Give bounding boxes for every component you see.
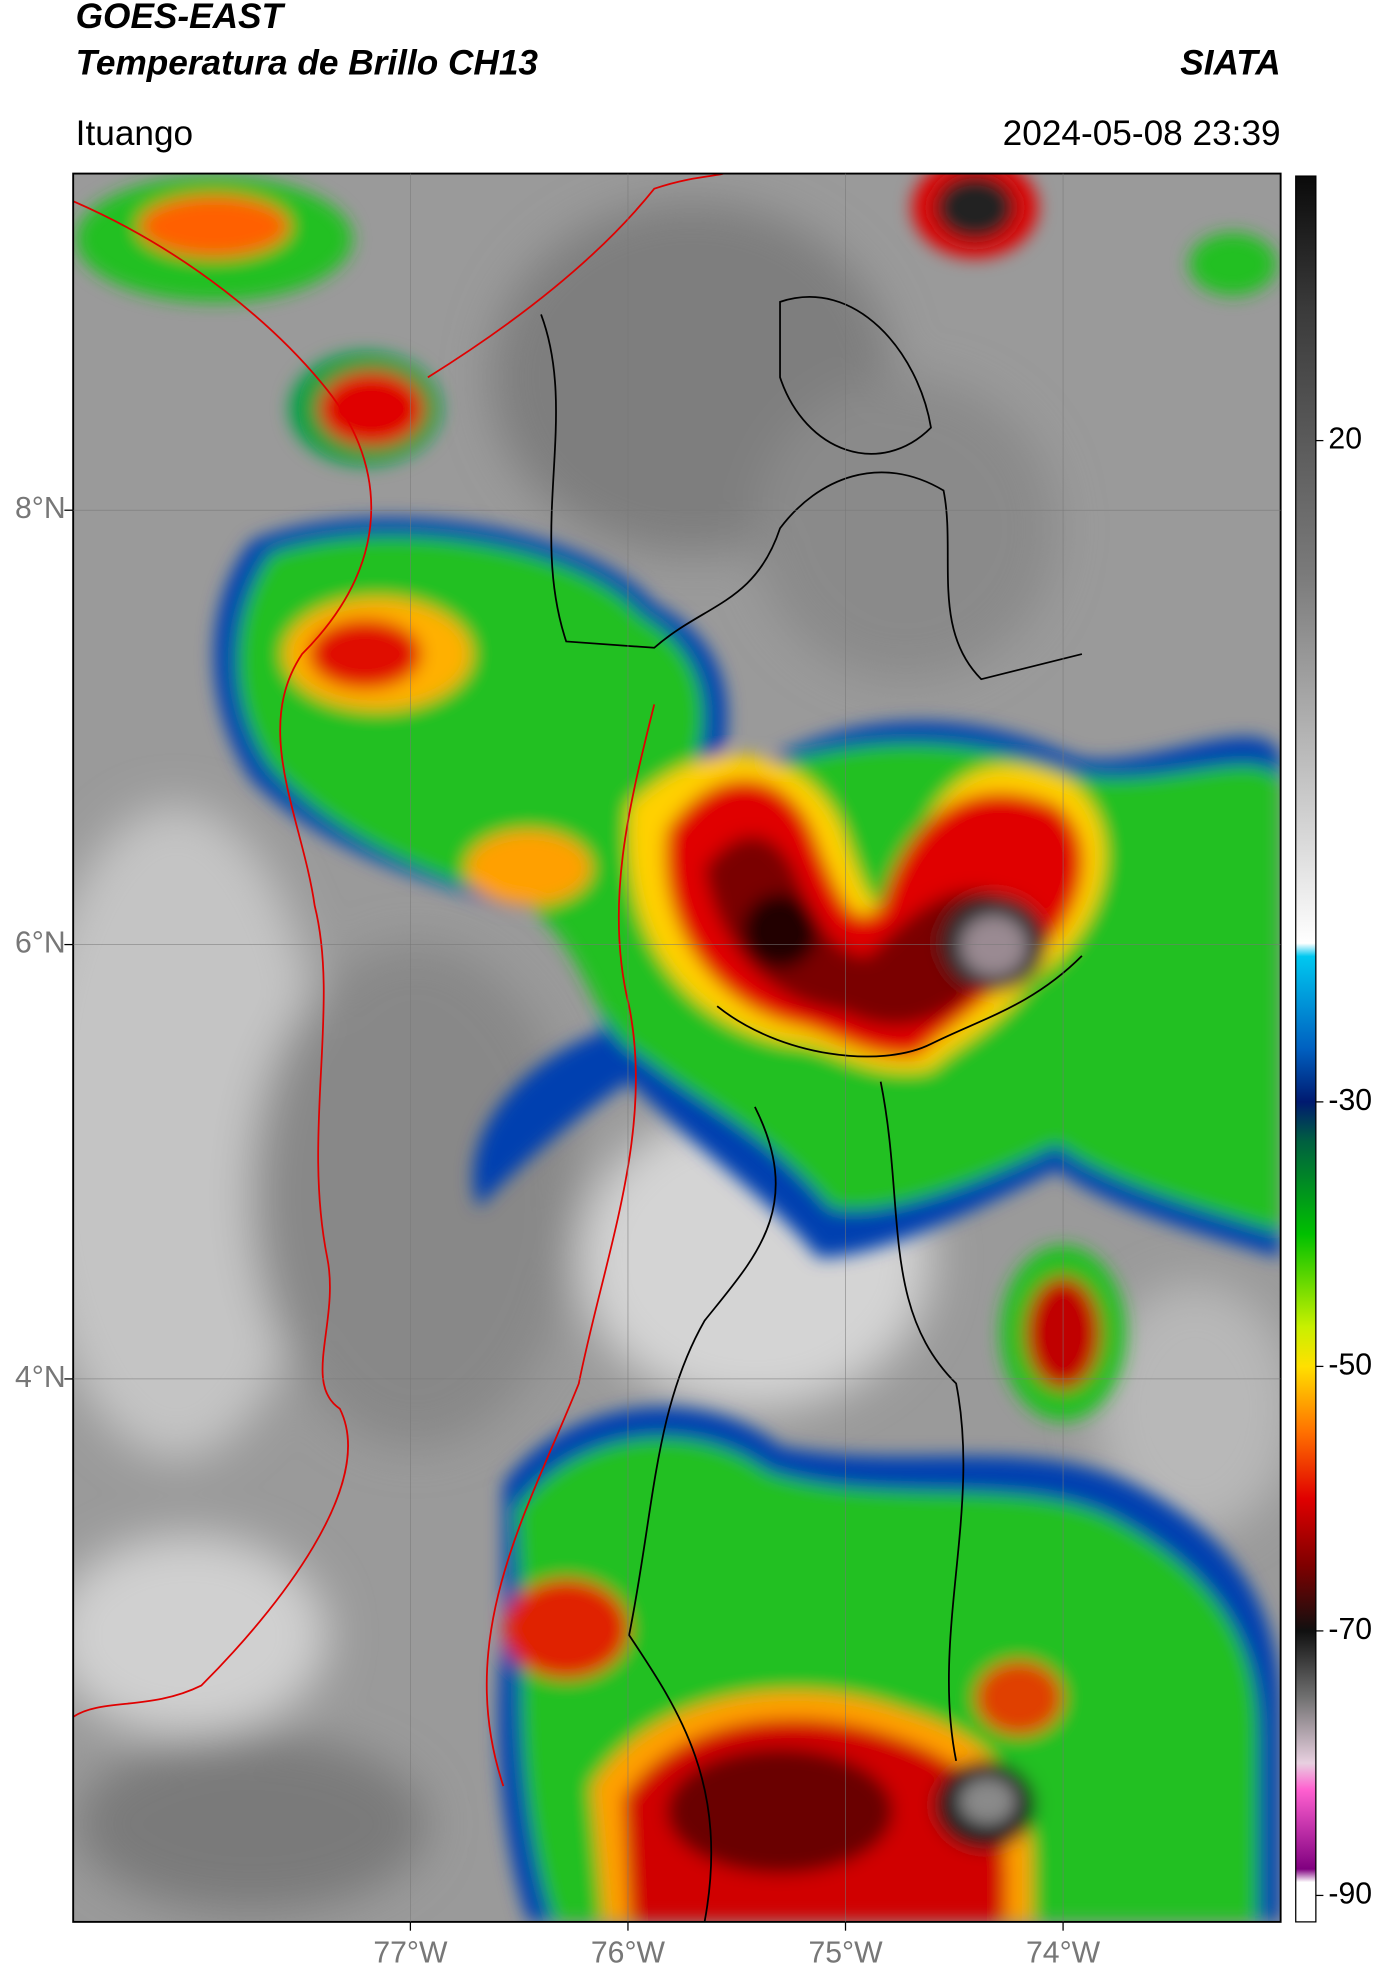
colorbar-tick-label: -50 [1328, 1348, 1372, 1381]
colorbar-tick-label: -30 [1328, 1084, 1372, 1117]
satellite-image [73, 173, 1281, 1922]
colorbar-tick-label: -90 [1328, 1877, 1372, 1910]
x-tick-label: 76°W [591, 1937, 666, 1970]
x-tick-label: 74°W [1026, 1937, 1101, 1970]
map-frame [72, 172, 1282, 1923]
colorbar-tick-label: 20 [1328, 423, 1362, 456]
y-tick-label: 6°N [15, 927, 66, 960]
borders [73, 173, 1083, 1922]
y-tick-label: 4°N [15, 1361, 66, 1394]
location: Ituango [76, 114, 193, 153]
y-tick-label: 8°N [15, 492, 66, 525]
source: SIATA [1180, 44, 1280, 83]
subtitle: Temperatura de Brillo CH13 [76, 44, 539, 83]
colorbar [1295, 175, 1317, 1923]
x-tick-label: 77°W [373, 1937, 448, 1970]
datetime: 2024-05-08 23:39 [1003, 114, 1281, 153]
title: GOES-EAST [76, 0, 286, 36]
colorbar-tick-label: -70 [1328, 1613, 1372, 1646]
x-tick-label: 75°W [808, 1937, 883, 1970]
